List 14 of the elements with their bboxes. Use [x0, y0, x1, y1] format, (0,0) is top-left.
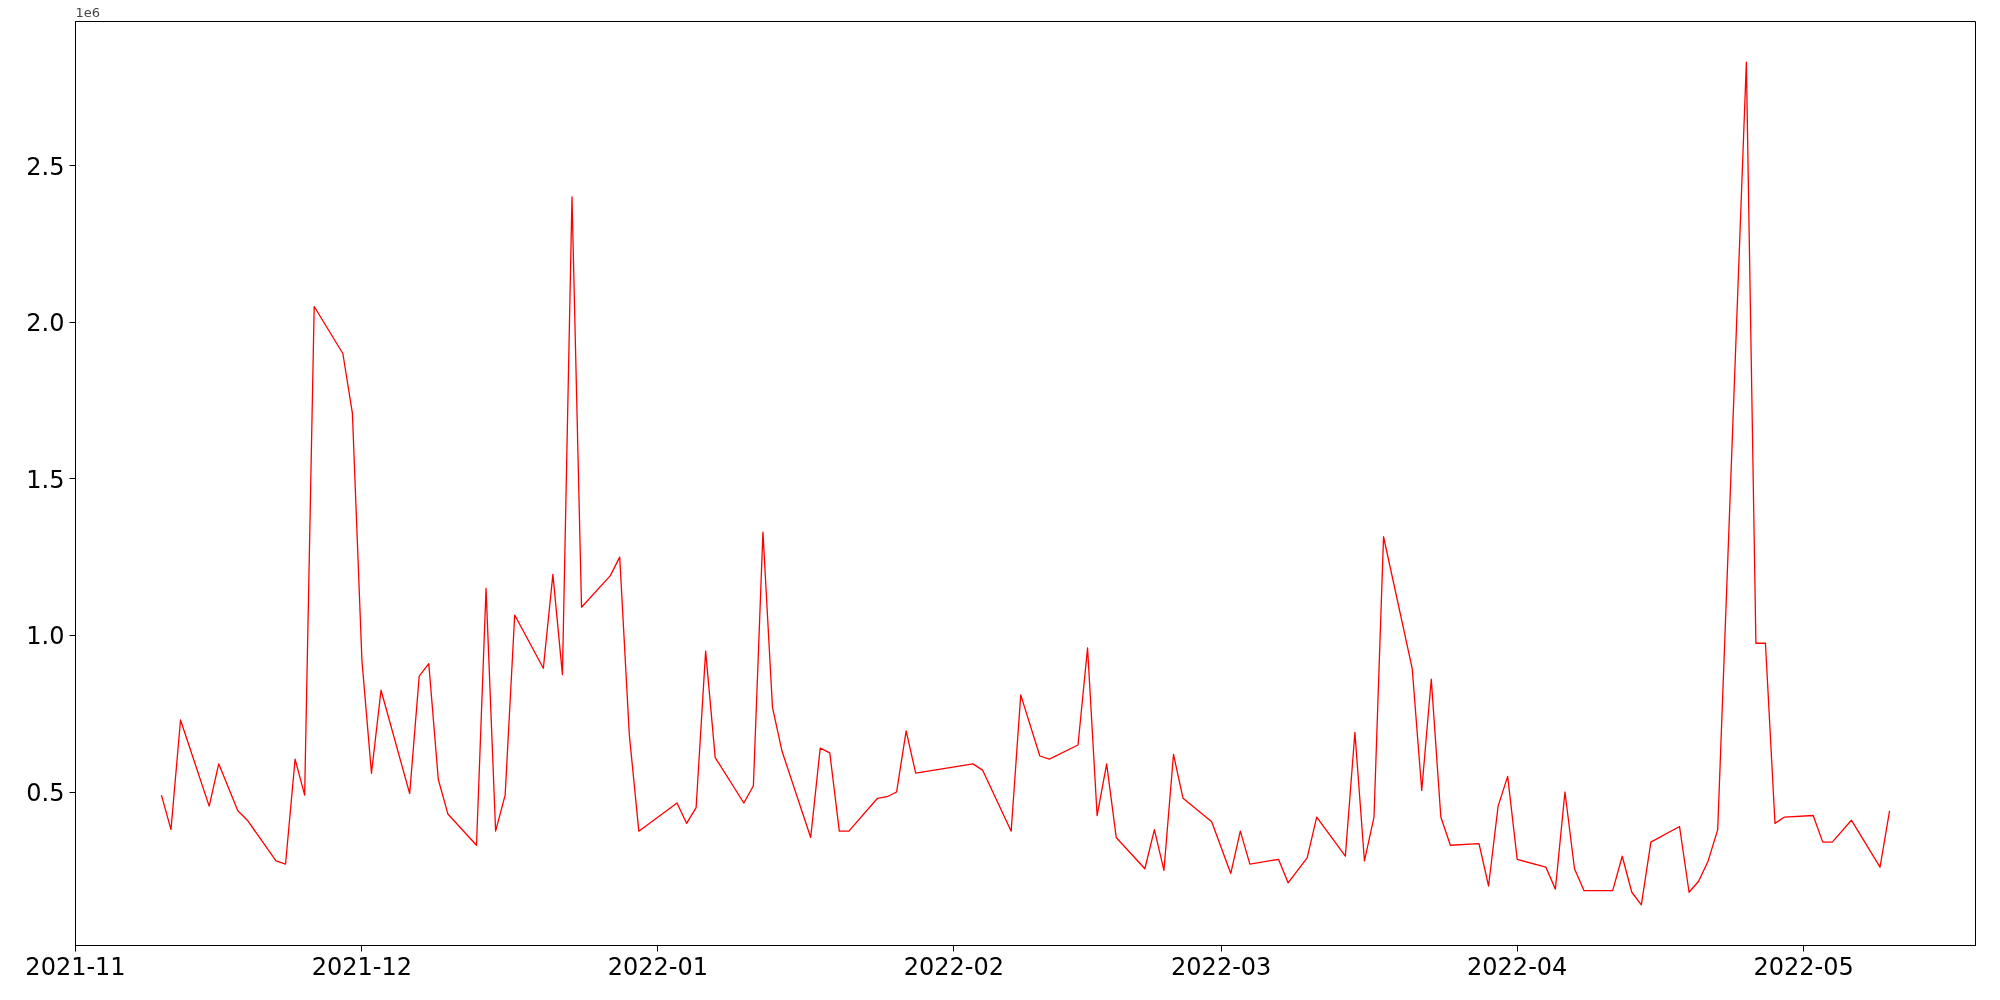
x-tick-label: 2022-01	[607, 952, 709, 981]
x-tick-label: 2022-03	[1171, 952, 1272, 981]
x-tick-label: 2022-05	[1753, 952, 1854, 981]
y-tick-label: 0.5	[26, 779, 65, 808]
y-tick-label: 1.0	[26, 622, 65, 651]
x-tick-label: 2021-11	[25, 952, 126, 981]
y-tick-label: 2.0	[26, 309, 65, 338]
line-series	[160, 61, 1891, 906]
y-tick-label: 1.5	[26, 465, 65, 494]
text: 1e6	[75, 4, 101, 20]
x-tick-label: 2022-02	[903, 952, 1005, 981]
x-tick-label: 2022-04	[1467, 952, 1568, 981]
y-tick-label: 2.5	[26, 152, 65, 181]
x-tick-label: 2021-12	[311, 952, 413, 981]
